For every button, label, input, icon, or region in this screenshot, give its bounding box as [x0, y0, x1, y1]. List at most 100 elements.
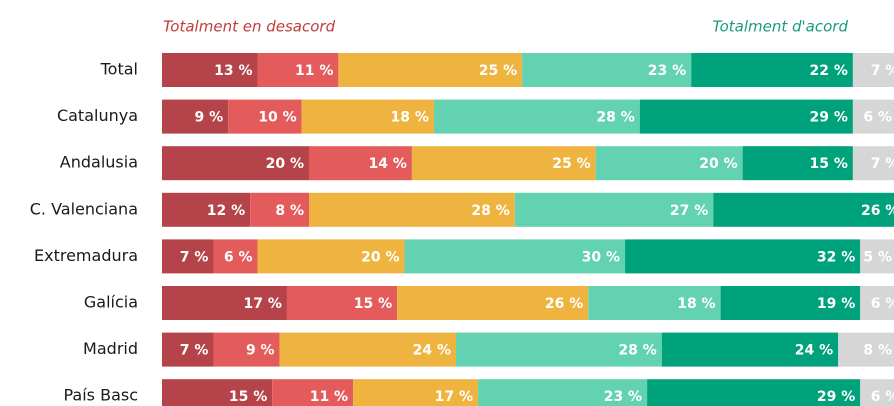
- bar-segment: [397, 286, 589, 320]
- value-label: 7 %: [180, 249, 209, 265]
- category-label: Galícia: [84, 293, 138, 312]
- value-label: 24 %: [795, 343, 833, 359]
- value-label: 6 %: [871, 389, 894, 405]
- bar-segment: [838, 332, 894, 367]
- value-label: 17 %: [244, 296, 282, 312]
- bar-segment: [309, 192, 515, 227]
- value-label: 32 %: [817, 249, 855, 265]
- category-label: Catalunya: [57, 106, 138, 125]
- bar-segment: [625, 239, 861, 274]
- bar-segment: [661, 332, 839, 367]
- bar-segment: [162, 192, 251, 227]
- bar-segment: [272, 379, 354, 406]
- bar-segment: [162, 332, 214, 367]
- value-label: 22 %: [810, 63, 848, 79]
- value-label: 18 %: [391, 110, 429, 126]
- value-label: 14 %: [369, 156, 407, 172]
- value-label: 20 %: [361, 249, 399, 265]
- value-label: 20 %: [699, 156, 737, 172]
- value-label: 15 %: [354, 296, 392, 312]
- bar-segment: [852, 53, 894, 87]
- value-label: 26 %: [861, 203, 894, 219]
- bar-segment: [647, 379, 861, 406]
- value-label: 27 %: [670, 203, 708, 219]
- category-label: Extremadura: [34, 246, 138, 265]
- bar-segment: [852, 146, 894, 181]
- value-label: 23 %: [648, 63, 686, 79]
- value-label: 9 %: [246, 343, 275, 359]
- bar-segment: [720, 286, 861, 320]
- value-label: 30 %: [582, 249, 620, 265]
- bar-segment: [433, 99, 640, 134]
- value-label: 28 %: [471, 203, 509, 219]
- bar-segment: [162, 146, 309, 181]
- value-label: 11 %: [310, 389, 348, 405]
- value-label: 8 %: [275, 203, 304, 219]
- category-label: C. Valenciana: [30, 199, 138, 218]
- value-label: 24 %: [413, 343, 451, 359]
- bar-segment: [353, 379, 479, 406]
- value-label: 6 %: [871, 296, 894, 312]
- bar-segment: [279, 332, 456, 367]
- value-label: 29 %: [817, 389, 855, 405]
- value-label: 15 %: [810, 156, 848, 172]
- category-label: País Basc: [63, 386, 138, 405]
- value-label: 15 %: [229, 389, 267, 405]
- bar-segment: [514, 192, 714, 227]
- bar-segment: [162, 379, 273, 406]
- bar-segment: [852, 99, 894, 134]
- value-label: 25 %: [479, 63, 517, 79]
- category-label: Andalusia: [60, 153, 138, 172]
- value-label: 19 %: [817, 296, 855, 312]
- bar-segment: [860, 239, 894, 274]
- value-label: 13 %: [214, 63, 252, 79]
- value-label: 7 %: [871, 63, 894, 79]
- value-label: 6 %: [224, 249, 253, 265]
- value-label: 28 %: [618, 343, 656, 359]
- bar-segment: [213, 239, 258, 274]
- value-label: 7 %: [180, 343, 209, 359]
- bar-segment: [257, 53, 339, 87]
- value-label: 8 %: [863, 343, 892, 359]
- bar-segment: [691, 53, 853, 87]
- bar-segment: [456, 332, 662, 367]
- bar-segment: [309, 146, 412, 181]
- bar-segment: [338, 53, 523, 87]
- category-label: Madrid: [83, 339, 138, 358]
- value-label: 17 %: [435, 389, 473, 405]
- value-label: 18 %: [677, 296, 715, 312]
- value-label: 9 %: [194, 110, 223, 126]
- value-label: 5 %: [863, 249, 892, 265]
- value-label: 23 %: [604, 389, 642, 405]
- bar-segment: [860, 379, 894, 406]
- bar-segment: [860, 286, 894, 320]
- bar-segment: [411, 146, 596, 181]
- annotation: Totalment d'acord: [712, 18, 848, 36]
- value-label: 6 %: [863, 110, 892, 126]
- bar-segment: [478, 379, 648, 406]
- value-label: 26 %: [545, 296, 583, 312]
- category-label: Total: [100, 60, 138, 79]
- value-label: 11 %: [295, 63, 333, 79]
- value-label: 28 %: [596, 110, 634, 126]
- bar-segment: [522, 53, 692, 87]
- bar-segment: [257, 239, 405, 274]
- bar-segment: [162, 286, 287, 320]
- bar-segment: [228, 99, 302, 134]
- bar-segment: [286, 286, 398, 320]
- bar-segment: [250, 192, 309, 227]
- value-label: 10 %: [258, 110, 296, 126]
- value-label: 29 %: [810, 110, 848, 126]
- bar-segment: [162, 53, 258, 87]
- bar-segment: [301, 99, 434, 134]
- bar-segment: [162, 239, 214, 274]
- bar-segment: [588, 286, 721, 320]
- bar-segment: [595, 146, 743, 181]
- value-label: 25 %: [552, 156, 590, 172]
- bar-segment: [742, 146, 853, 181]
- bar-segment: [404, 239, 626, 274]
- value-label: 20 %: [266, 156, 304, 172]
- bar-segment: [162, 99, 229, 134]
- bar-segment: [639, 99, 853, 134]
